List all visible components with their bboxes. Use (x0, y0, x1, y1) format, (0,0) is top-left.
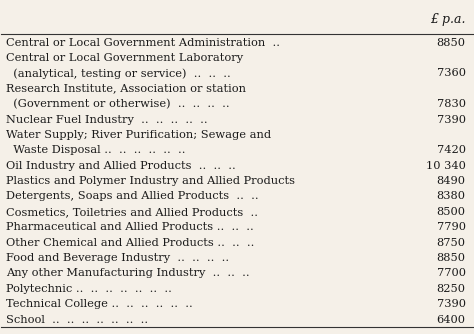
Text: 10 340: 10 340 (426, 161, 465, 171)
Text: Nuclear Fuel Industry  ..  ..  ..  ..  ..: Nuclear Fuel Industry .. .. .. .. .. (6, 115, 208, 125)
Text: 6400: 6400 (437, 315, 465, 325)
Text: Central or Local Government Administration  ..: Central or Local Government Administrati… (6, 37, 280, 47)
Text: Detergents, Soaps and Allied Products  ..  ..: Detergents, Soaps and Allied Products ..… (6, 191, 259, 201)
Text: Other Chemical and Allied Products ..  ..  ..: Other Chemical and Allied Products .. ..… (6, 238, 255, 247)
Text: Plastics and Polymer Industry and Allied Products: Plastics and Polymer Industry and Allied… (6, 176, 295, 186)
Text: School  ..  ..  ..  ..  ..  ..  ..: School .. .. .. .. .. .. .. (6, 315, 148, 325)
Text: £ p.a.: £ p.a. (430, 13, 465, 26)
Text: Any other Manufacturing Industry  ..  ..  ..: Any other Manufacturing Industry .. .. .… (6, 269, 250, 279)
Text: Food and Beverage Industry  ..  ..  ..  ..: Food and Beverage Industry .. .. .. .. (6, 253, 229, 263)
Text: Cosmetics, Toiletries and Allied Products  ..: Cosmetics, Toiletries and Allied Product… (6, 207, 258, 217)
Text: (Government or otherwise)  ..  ..  ..  ..: (Government or otherwise) .. .. .. .. (6, 99, 230, 109)
Text: Technical College ..  ..  ..  ..  ..  ..: Technical College .. .. .. .. .. .. (6, 299, 193, 309)
Text: 7700: 7700 (437, 269, 465, 279)
Text: (analytical, testing or service)  ..  ..  ..: (analytical, testing or service) .. .. .… (6, 68, 231, 78)
Text: 7830: 7830 (437, 99, 465, 109)
Text: 8250: 8250 (437, 284, 465, 294)
Text: Polytechnic ..  ..  ..  ..  ..  ..  ..: Polytechnic .. .. .. .. .. .. .. (6, 284, 172, 294)
Text: 8500: 8500 (437, 207, 465, 217)
Text: 8850: 8850 (437, 253, 465, 263)
Text: 7390: 7390 (437, 299, 465, 309)
Text: Water Supply; River Purification; Sewage and: Water Supply; River Purification; Sewage… (6, 130, 271, 140)
Text: Central or Local Government Laboratory: Central or Local Government Laboratory (6, 53, 243, 63)
Text: Waste Disposal ..  ..  ..  ..  ..  ..: Waste Disposal .. .. .. .. .. .. (6, 145, 186, 155)
Text: 7360: 7360 (437, 68, 465, 78)
Text: 8850: 8850 (437, 37, 465, 47)
Text: 7790: 7790 (437, 222, 465, 232)
Text: 8380: 8380 (437, 191, 465, 201)
Text: Pharmaceutical and Allied Products ..  ..  ..: Pharmaceutical and Allied Products .. ..… (6, 222, 254, 232)
Text: Research Institute, Association or station: Research Institute, Association or stati… (6, 84, 246, 94)
Text: 7390: 7390 (437, 115, 465, 125)
Text: 8750: 8750 (437, 238, 465, 247)
Text: Oil Industry and Allied Products  ..  ..  ..: Oil Industry and Allied Products .. .. .… (6, 161, 236, 171)
Text: 8490: 8490 (437, 176, 465, 186)
Text: 7420: 7420 (437, 145, 465, 155)
